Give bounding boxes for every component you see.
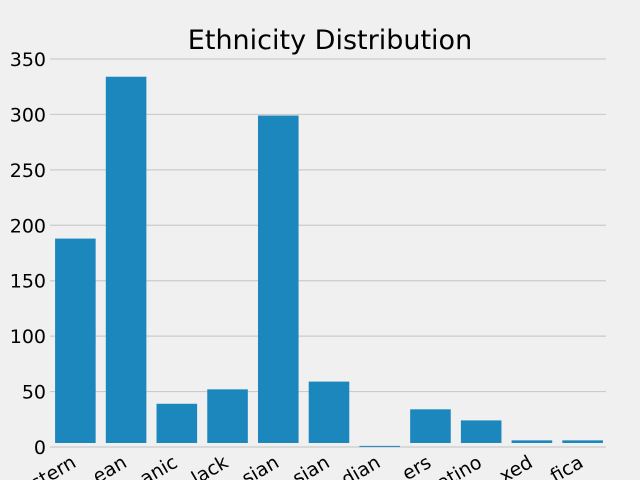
bar-5 — [308, 381, 350, 443]
bar-0 — [55, 238, 96, 443]
bar-9 — [511, 440, 553, 443]
bar-10 — [562, 440, 603, 443]
y-tick-label: 0 — [34, 437, 46, 459]
y-tick-label: 150 — [10, 271, 46, 293]
y-tick-label: 50 — [22, 382, 46, 404]
bar-4 — [257, 115, 299, 443]
bar-8 — [460, 420, 502, 443]
y-tick-label: 250 — [10, 160, 46, 182]
chart-title: Ethnicity Distribution — [188, 25, 472, 56]
y-tick-label: 200 — [10, 215, 46, 237]
y-tick-label: 300 — [10, 104, 46, 126]
y-axis-ticks: 0 50 100 150 200 250 300 350 — [10, 49, 46, 459]
bar-1 — [105, 76, 147, 443]
bars — [55, 76, 603, 447]
bar-2 — [156, 403, 198, 443]
bar-6 — [359, 445, 401, 447]
bar-3 — [207, 389, 248, 443]
y-tick-label: 350 — [10, 49, 46, 71]
y-tick-label: 100 — [10, 326, 46, 348]
bar-7 — [410, 409, 451, 443]
